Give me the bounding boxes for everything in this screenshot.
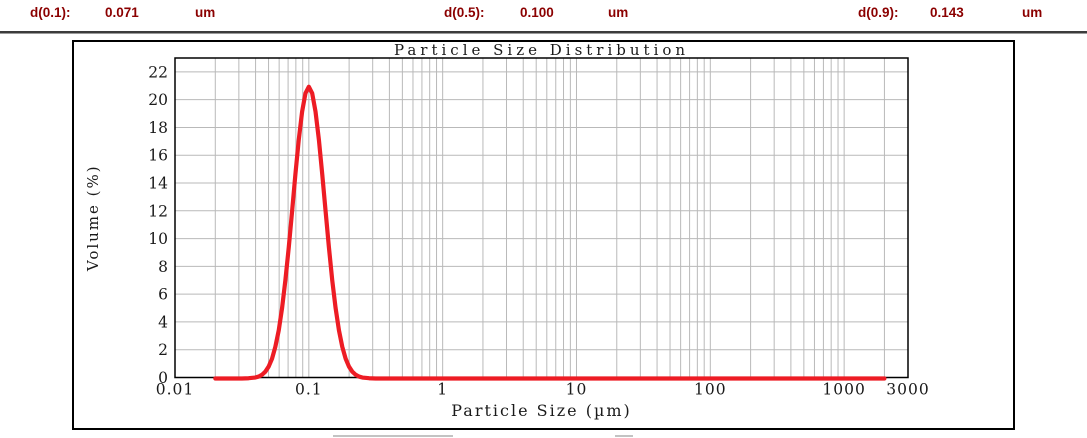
plot-border (174, 57, 909, 379)
particle-size-distribution-chart: Particle Size Distribution 0 2 4 6 8 10 12 14 16 1… (84, 42, 929, 420)
x-axis-title: Particle Size (µm) (451, 401, 632, 420)
y-tick-label: 10 (148, 230, 168, 248)
y-tick-label: 22 (148, 63, 168, 81)
header-separator-line (0, 31, 1087, 34)
y-axis-title: Volume (%) (84, 164, 102, 272)
y-tick-label: 4 (158, 313, 168, 331)
y-tick-label: 6 (158, 286, 168, 304)
y-tick-label: 14 (148, 175, 168, 193)
d10-value: 0.071 (105, 5, 139, 20)
d90-value: 0.143 (930, 5, 964, 20)
d50-unit: um (608, 5, 629, 20)
d10-label: d(0.1): (30, 5, 71, 20)
x-tick-label: 1 (437, 381, 448, 399)
distribution-curve (213, 84, 887, 381)
y-tick-label: 16 (148, 147, 168, 165)
x-tick-label: 1000 (822, 381, 865, 399)
d90-label: d(0.9): (858, 5, 899, 20)
y-tick-label: 0 (158, 369, 168, 387)
y-tick-label: 20 (148, 91, 168, 109)
cutoff-fragment (615, 435, 633, 437)
chart-title: Particle Size Distribution (394, 42, 689, 59)
x-tick-label: 0.01 (156, 381, 195, 399)
chart-frame: Particle Size Distribution 0 2 4 6 8 10 12 14 16 1… (72, 40, 1015, 430)
y-tick-label: 18 (148, 119, 168, 137)
x-tick-label: 10 (566, 381, 588, 399)
y-tick-label: 12 (148, 202, 168, 220)
y-tick-label: 2 (158, 341, 168, 359)
x-tick-label: 3000 (886, 381, 929, 399)
y-tick-label: 8 (158, 258, 168, 276)
d90-unit: um (1022, 5, 1043, 20)
x-tick-label: 100 (694, 381, 727, 399)
d50-value: 0.100 (520, 5, 554, 20)
cutoff-fragment (333, 435, 453, 437)
d10-unit: um (195, 5, 216, 20)
d50-label: d(0.5): (444, 5, 485, 20)
x-tick-label: 0.1 (295, 381, 323, 399)
